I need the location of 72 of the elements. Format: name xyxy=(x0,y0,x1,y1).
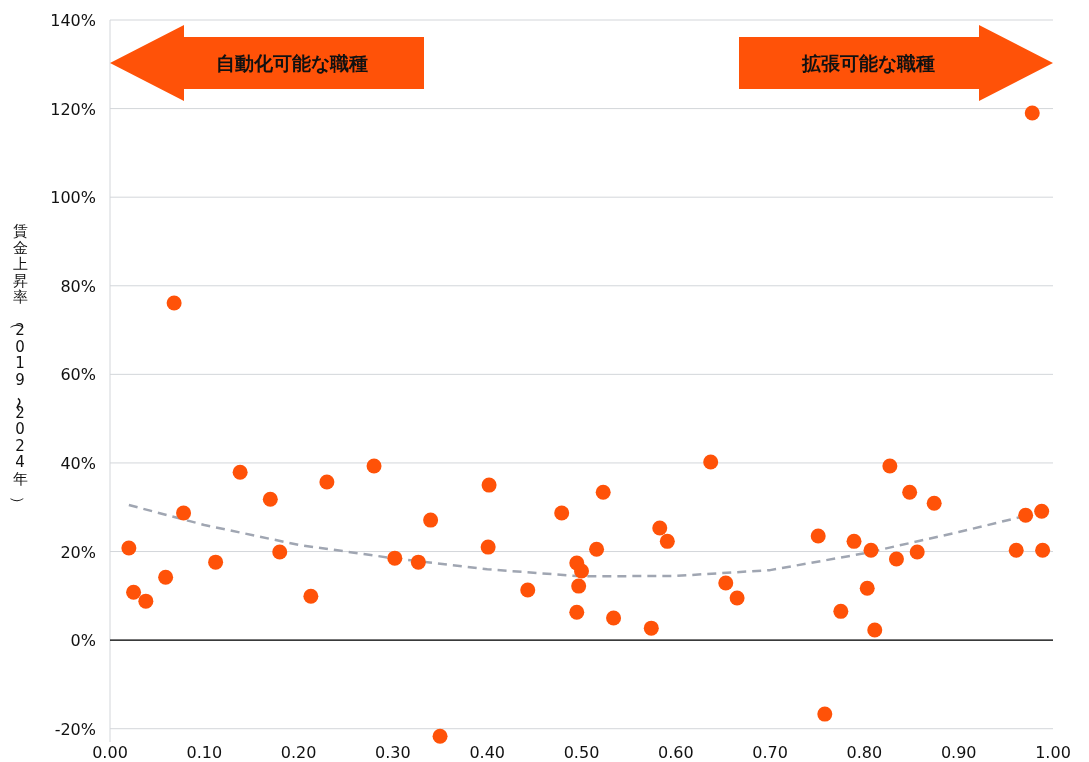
point xyxy=(902,484,918,500)
point xyxy=(882,458,898,474)
point xyxy=(166,295,182,311)
x-tick-label: 0.10 xyxy=(186,743,223,762)
point xyxy=(859,580,875,596)
x-tick-label: 0.80 xyxy=(846,743,883,762)
point xyxy=(208,554,224,570)
annotation: 自動化可能な職種 xyxy=(216,52,368,74)
point xyxy=(729,590,745,606)
point xyxy=(387,550,403,566)
point xyxy=(480,539,496,555)
point xyxy=(863,542,879,558)
y-tick-label: 0% xyxy=(70,631,96,651)
point xyxy=(423,512,439,528)
point xyxy=(481,477,497,493)
point xyxy=(303,588,319,604)
point xyxy=(909,544,925,560)
point xyxy=(817,706,833,722)
x-tick-label: 0.40 xyxy=(469,743,506,762)
point xyxy=(1008,542,1024,558)
y-tick-label: 40% xyxy=(60,453,96,473)
point xyxy=(272,544,288,560)
point xyxy=(432,728,448,744)
point xyxy=(888,551,904,567)
point xyxy=(703,454,719,470)
x-tick-label: 0.60 xyxy=(657,743,694,762)
y-tick-label: -20% xyxy=(54,719,96,739)
point xyxy=(652,520,668,536)
point xyxy=(1018,507,1034,523)
point xyxy=(810,528,826,544)
y-tick-label: 80% xyxy=(60,276,96,296)
point xyxy=(606,610,622,626)
point xyxy=(176,505,192,521)
point xyxy=(554,505,570,521)
point xyxy=(410,554,426,570)
point xyxy=(574,563,589,579)
point xyxy=(833,603,849,619)
x-tick-label: 0.00 xyxy=(92,743,128,762)
point xyxy=(659,533,675,549)
point xyxy=(1034,503,1050,519)
point xyxy=(926,495,942,511)
point xyxy=(121,540,137,556)
point xyxy=(1035,542,1051,558)
point xyxy=(595,484,611,500)
point xyxy=(520,582,536,598)
point xyxy=(262,491,278,507)
point xyxy=(718,575,734,591)
point xyxy=(589,541,605,557)
y-tick-label: 120% xyxy=(50,99,96,119)
y-tick-label: 140% xyxy=(50,11,96,30)
point xyxy=(319,474,335,490)
x-tick-label: 0.90 xyxy=(940,743,977,762)
point xyxy=(569,604,585,620)
point xyxy=(138,593,154,609)
point xyxy=(366,458,382,474)
annotation: 拡張可能な職種 xyxy=(800,52,935,74)
point xyxy=(643,620,659,636)
x-tick-label: 0.50 xyxy=(563,743,600,762)
y-tick-label: 20% xyxy=(60,542,96,562)
point xyxy=(571,578,587,594)
x-tick-label: 0.20 xyxy=(280,743,317,762)
point xyxy=(867,622,883,638)
point xyxy=(126,584,142,600)
x-tick-label: 0.70 xyxy=(752,743,788,762)
y-tick-label: 60% xyxy=(60,365,96,385)
point xyxy=(1024,105,1040,121)
point xyxy=(846,533,862,549)
x-tick-label: 0.30 xyxy=(375,743,411,762)
point xyxy=(158,569,174,585)
x-tick-label: 1.00 xyxy=(1035,743,1071,762)
point xyxy=(232,464,248,480)
y-tick-label: 100% xyxy=(50,188,96,208)
